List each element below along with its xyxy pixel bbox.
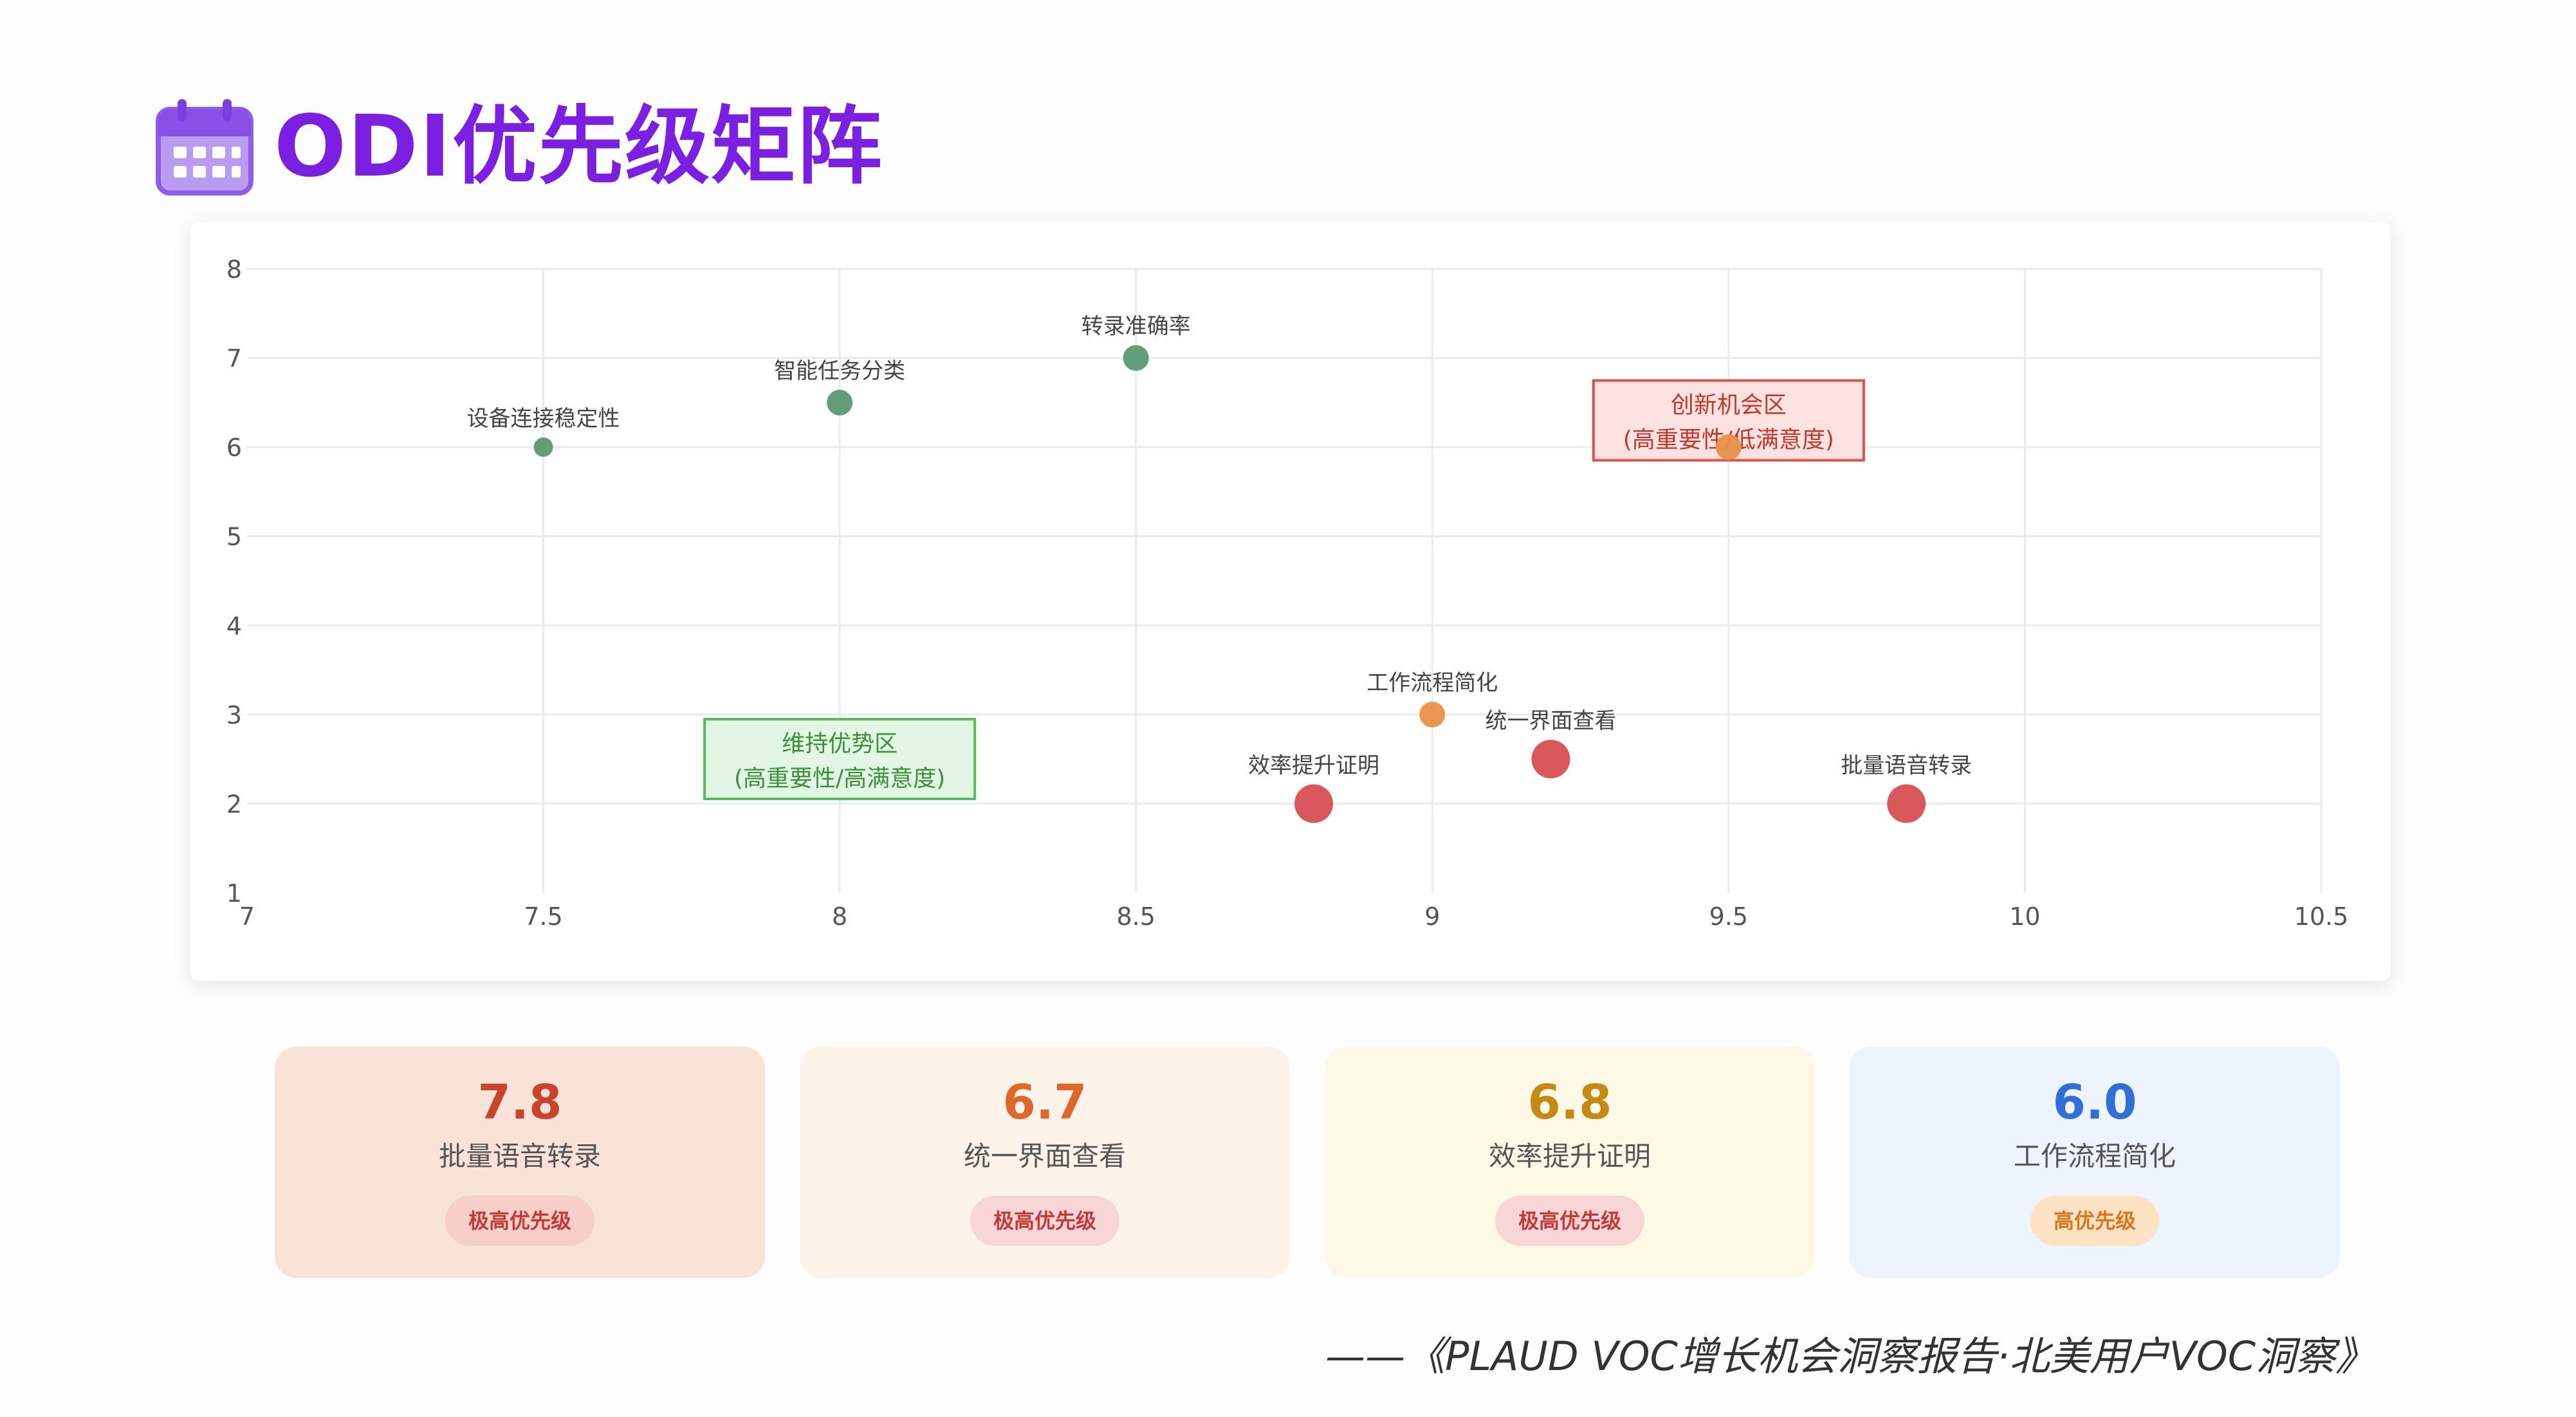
card-score: 6.7 <box>1002 1075 1087 1130</box>
data-point <box>533 437 553 457</box>
x-tick-label: 7.5 <box>524 902 562 931</box>
card-label: 效率提升证明 <box>1488 1140 1651 1172</box>
data-point-label: 转录准确率 <box>1081 314 1191 340</box>
y-tick-label: 7 <box>226 345 242 373</box>
data-point-label: 批量语音转录 <box>1841 753 1972 778</box>
x-tick-label: 7 <box>239 902 255 931</box>
chart-card: 1234567877.588.599.51010.5创新机会区(高重要性/低满意… <box>190 222 2391 981</box>
data-point <box>827 389 853 416</box>
data-point <box>1123 345 1149 371</box>
source-citation: ——《PLAUD VOC增长机会洞察报告·北美用户VOC洞察》 <box>1325 1333 2375 1380</box>
x-tick-label: 10 <box>2009 902 2040 931</box>
card-score: 6.0 <box>2052 1075 2137 1130</box>
data-point <box>1531 740 1570 779</box>
priority-badge: 极高优先级 <box>970 1196 1119 1246</box>
data-point <box>1887 784 1926 823</box>
priority-badge: 极高优先级 <box>1495 1196 1644 1246</box>
card-label: 批量语音转录 <box>438 1140 601 1172</box>
priority-card: 6.7 统一界面查看 极高优先级 <box>800 1047 1290 1278</box>
card-label: 工作流程简化 <box>2013 1140 2176 1172</box>
y-tick-label: 2 <box>226 790 242 818</box>
y-tick-label: 3 <box>226 701 242 729</box>
priority-card: 7.8 批量语音转录 极高优先级 <box>275 1047 765 1278</box>
priority-card: 6.0 工作流程简化 高优先级 <box>1850 1047 2340 1278</box>
zone-annotation-label: 维持优势区 <box>782 731 897 757</box>
priority-card: 6.8 效率提升证明 极高优先级 <box>1325 1047 1815 1278</box>
page-title: ODI优先级矩阵 <box>274 97 883 196</box>
y-tick-label: 5 <box>226 523 242 551</box>
card-score: 6.8 <box>1527 1075 1612 1130</box>
odi-scatter-chart: 1234567877.588.599.51010.5创新机会区(高重要性/低满意… <box>226 255 2349 931</box>
y-tick-label: 4 <box>226 612 242 640</box>
y-tick-label: 8 <box>226 255 242 284</box>
zone-annotation-box <box>703 718 977 801</box>
x-tick-label: 10.5 <box>2294 902 2349 931</box>
zone-annotation-label: 创新机会区 <box>1671 392 1787 419</box>
y-tick-label: 6 <box>226 434 242 462</box>
card-label: 统一界面查看 <box>963 1140 1126 1172</box>
priority-badge: 高优先级 <box>2030 1196 2159 1246</box>
data-point <box>1419 701 1446 727</box>
page-header: ODI优先级矩阵 <box>153 95 883 198</box>
x-tick-label: 9.5 <box>1709 902 1748 931</box>
calendar-icon <box>156 99 253 196</box>
data-point-label: 设备连接稳定性 <box>467 406 620 432</box>
data-point-label: 工作流程简化 <box>1366 670 1498 696</box>
card-score: 7.8 <box>477 1075 562 1130</box>
priority-badge: 极高优先级 <box>445 1196 594 1246</box>
data-point-label: 智能任务分类 <box>774 358 905 384</box>
x-tick-label: 8.5 <box>1116 902 1155 931</box>
data-point-label: 效率提升证明 <box>1248 753 1379 778</box>
data-point <box>1294 784 1334 823</box>
data-point <box>1715 434 1742 461</box>
x-tick-label: 9 <box>1424 902 1440 931</box>
data-point-label: 统一界面查看 <box>1486 708 1617 734</box>
y-tick-label: 1 <box>226 879 242 908</box>
x-tick-label: 8 <box>832 902 847 931</box>
priority-cards: 7.8 批量语音转录 极高优先级 6.7 统一界面查看 极高优先级 6.8 效率… <box>275 1047 2340 1278</box>
zone-annotation-label: (高重要性/高满意度) <box>734 765 945 792</box>
